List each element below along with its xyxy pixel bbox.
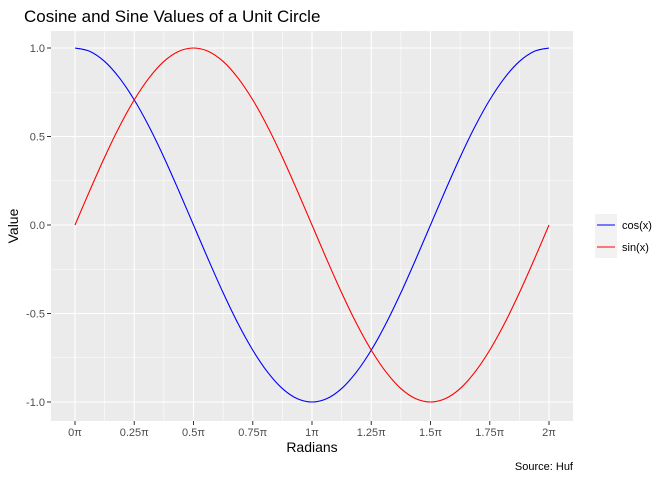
x-tick-label: 0.75π	[238, 427, 267, 439]
x-tick-label: 0π	[68, 427, 82, 439]
legend-label-1: sin(x)	[622, 242, 649, 254]
x-tick-label: 1.5π	[419, 427, 442, 439]
y-tick-label: 1.0	[30, 43, 45, 55]
series-lines	[74, 47, 550, 403]
y-tick-label: -1.0	[26, 397, 45, 409]
caption: Source: Huf	[515, 461, 574, 473]
x-tick-label: 0.25π	[120, 427, 149, 439]
legend: cos(x) sin(x)	[595, 214, 652, 258]
series-line-1	[74, 47, 550, 403]
x-axis-title: Radians	[286, 439, 337, 455]
x-tick-label: 2π	[542, 427, 556, 439]
y-tick-label: -0.5	[26, 309, 45, 321]
x-tick-label: 1π	[305, 427, 319, 439]
y-tick-label: 0.5	[30, 132, 45, 144]
x-tick-label: 1.75π	[475, 427, 504, 439]
chart-title: Cosine and Sine Values of a Unit Circle	[24, 7, 320, 26]
series-line-0	[74, 47, 550, 403]
y-axis: 1.0 0.5 0.0 -0.5 -1.0	[26, 43, 51, 409]
x-tick-label: 0.5π	[182, 427, 205, 439]
legend-label-0: cos(x)	[622, 220, 652, 232]
y-axis-title: Value	[5, 208, 21, 243]
x-tick-label: 1.25π	[357, 427, 386, 439]
x-axis: 0π 0.25π 0.5π 0.75π 1π 1.25π 1.5π 1.75π 2π	[68, 421, 556, 439]
y-tick-label: 0.0	[30, 220, 45, 232]
